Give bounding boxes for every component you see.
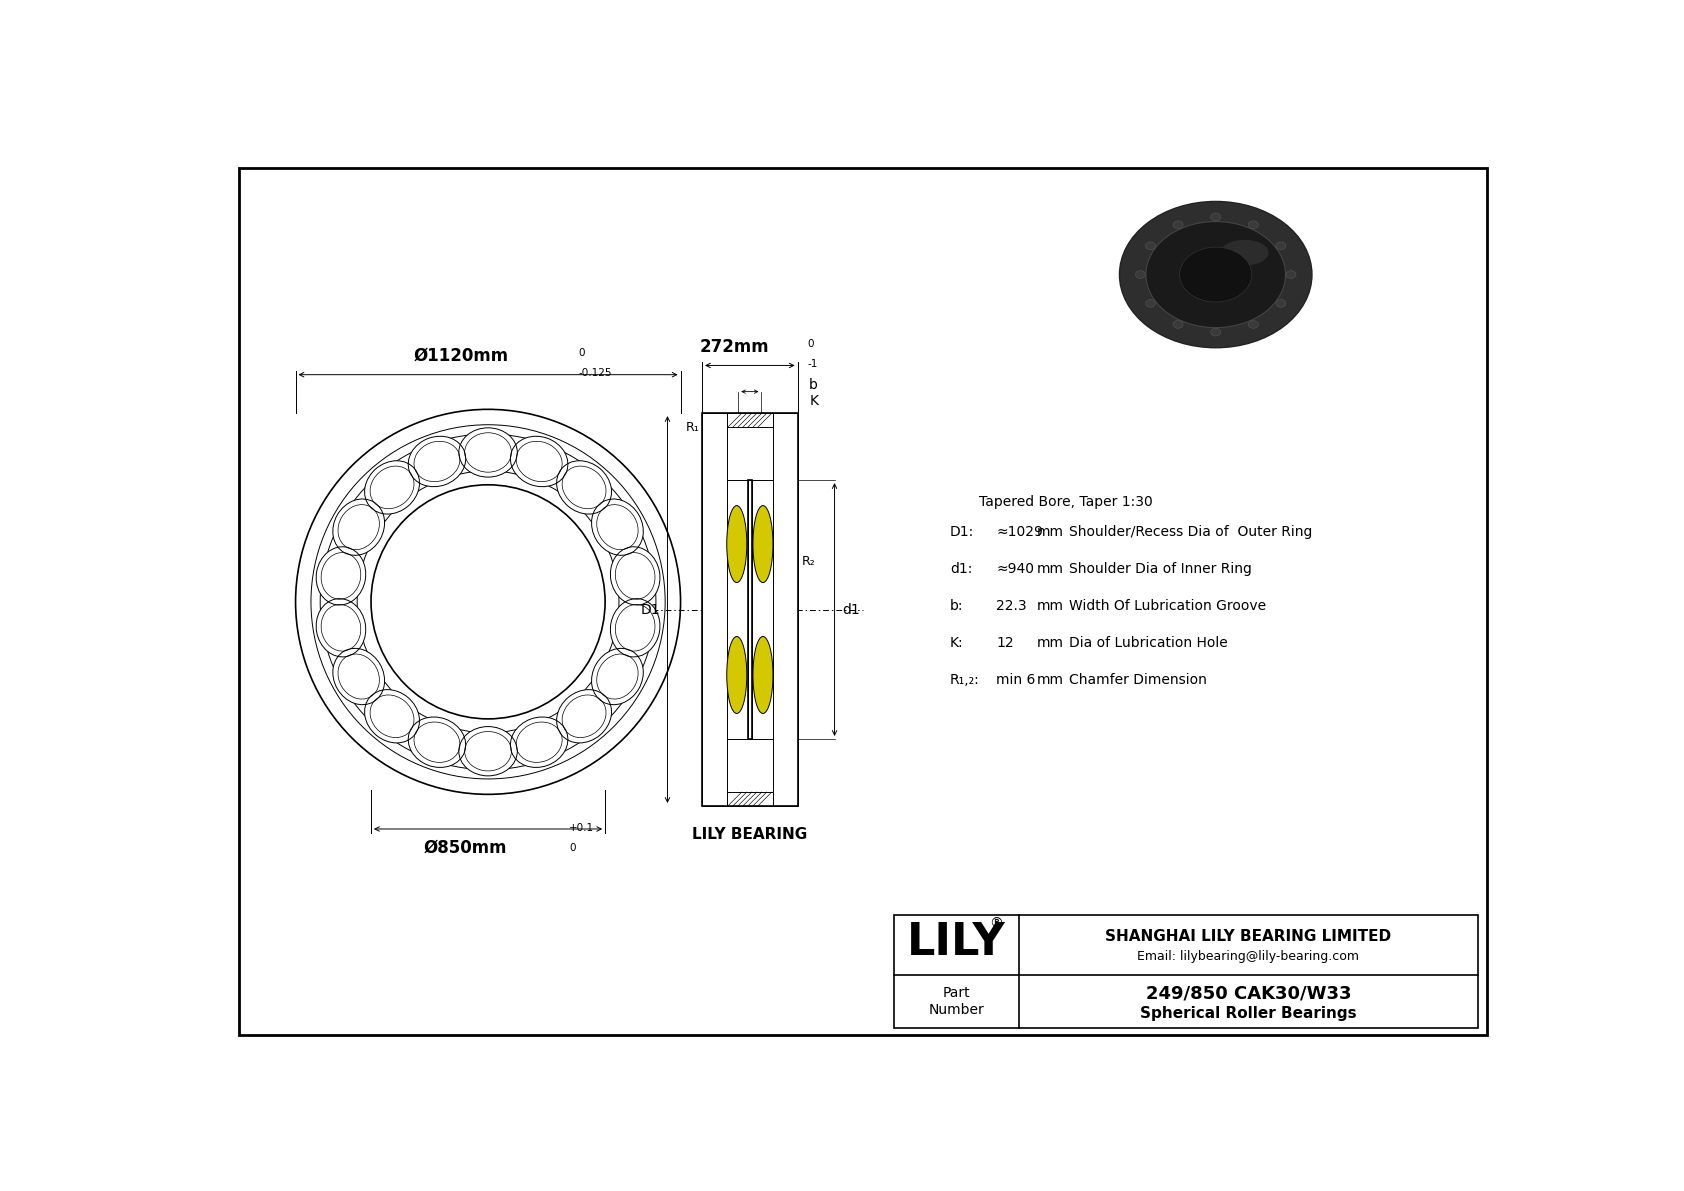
Text: ≈940: ≈940 — [997, 562, 1034, 576]
Text: mm: mm — [1036, 525, 1063, 540]
Text: SHANGHAI LILY BEARING LIMITED: SHANGHAI LILY BEARING LIMITED — [1105, 929, 1391, 944]
Ellipse shape — [1174, 220, 1184, 229]
Text: -0.125: -0.125 — [578, 368, 611, 378]
Ellipse shape — [1276, 242, 1287, 250]
Text: LILY: LILY — [908, 921, 1005, 964]
Text: Email: lilybearing@lily-bearing.com: Email: lilybearing@lily-bearing.com — [1137, 949, 1359, 962]
Ellipse shape — [1248, 320, 1258, 329]
Text: R₁,₂:: R₁,₂: — [950, 673, 980, 687]
Bar — [753, 480, 773, 738]
Text: 22.3: 22.3 — [997, 599, 1027, 613]
Text: 0: 0 — [578, 348, 584, 357]
Text: 0: 0 — [808, 338, 813, 349]
Ellipse shape — [557, 690, 611, 743]
Text: 272mm: 272mm — [699, 338, 770, 356]
Text: b: b — [808, 379, 818, 393]
Text: ≈1029: ≈1029 — [997, 525, 1042, 540]
Ellipse shape — [753, 506, 773, 582]
Ellipse shape — [591, 499, 643, 555]
Text: d1:: d1: — [950, 562, 972, 576]
Bar — [748, 480, 753, 738]
Ellipse shape — [1145, 242, 1155, 250]
Text: Dia of Lubrication Hole: Dia of Lubrication Hole — [1069, 636, 1228, 650]
Ellipse shape — [1120, 201, 1312, 348]
Text: R₁: R₁ — [685, 420, 699, 434]
Bar — [894, 915, 1477, 1028]
Text: D1: D1 — [640, 603, 660, 617]
Ellipse shape — [317, 547, 365, 605]
Text: LILY BEARING: LILY BEARING — [692, 828, 808, 842]
Ellipse shape — [1145, 222, 1285, 328]
Text: mm: mm — [1036, 599, 1063, 613]
Ellipse shape — [408, 717, 466, 767]
Ellipse shape — [458, 428, 517, 478]
Ellipse shape — [610, 599, 660, 657]
Text: Ø1120mm: Ø1120mm — [414, 347, 509, 364]
Ellipse shape — [510, 436, 568, 487]
Ellipse shape — [1276, 299, 1287, 307]
Text: 12: 12 — [997, 636, 1014, 650]
Text: 249/850 CAK30/W33: 249/850 CAK30/W33 — [1145, 985, 1351, 1003]
Bar — [727, 480, 748, 738]
Text: Shoulder Dia of Inner Ring: Shoulder Dia of Inner Ring — [1069, 562, 1253, 576]
Bar — [702, 413, 798, 806]
Bar — [773, 413, 798, 806]
Ellipse shape — [1179, 248, 1251, 303]
Ellipse shape — [1145, 299, 1155, 307]
Ellipse shape — [333, 499, 384, 555]
Text: Shoulder/Recess Dia of  Outer Ring: Shoulder/Recess Dia of Outer Ring — [1069, 525, 1314, 540]
Ellipse shape — [1248, 220, 1258, 229]
Ellipse shape — [1211, 329, 1221, 336]
Ellipse shape — [1287, 270, 1297, 279]
Text: 0: 0 — [569, 843, 576, 853]
Text: K: K — [808, 394, 818, 407]
Text: Spherical Roller Bearings: Spherical Roller Bearings — [1140, 1006, 1357, 1022]
Text: ®: ® — [989, 917, 1002, 930]
Ellipse shape — [510, 717, 568, 767]
Ellipse shape — [1221, 239, 1268, 266]
Ellipse shape — [727, 636, 746, 713]
Text: Part
Number: Part Number — [930, 986, 985, 1017]
Text: Width Of Lubrication Groove: Width Of Lubrication Groove — [1069, 599, 1266, 613]
Bar — [748, 480, 753, 738]
Text: -1: -1 — [808, 360, 818, 369]
Ellipse shape — [370, 485, 605, 719]
Ellipse shape — [333, 648, 384, 705]
Ellipse shape — [753, 636, 773, 713]
Text: b:: b: — [950, 599, 963, 613]
Ellipse shape — [727, 506, 746, 582]
Text: d1: d1 — [842, 603, 861, 617]
Ellipse shape — [1211, 213, 1221, 220]
Ellipse shape — [557, 461, 611, 515]
Text: Tapered Bore, Taper 1:30: Tapered Bore, Taper 1:30 — [978, 495, 1152, 510]
Ellipse shape — [408, 436, 466, 487]
Ellipse shape — [591, 648, 643, 705]
Text: Chamfer Dimension: Chamfer Dimension — [1069, 673, 1207, 687]
Text: min 6: min 6 — [997, 673, 1036, 687]
Ellipse shape — [1174, 320, 1184, 329]
Text: mm: mm — [1036, 673, 1063, 687]
Ellipse shape — [317, 599, 365, 657]
Text: K:: K: — [950, 636, 963, 650]
Text: D1:: D1: — [950, 525, 975, 540]
Text: R₂: R₂ — [802, 555, 817, 568]
Text: +0.1: +0.1 — [569, 823, 594, 833]
Text: mm: mm — [1036, 636, 1063, 650]
Ellipse shape — [365, 461, 419, 515]
Ellipse shape — [365, 690, 419, 743]
Text: Ø850mm: Ø850mm — [423, 838, 507, 858]
Ellipse shape — [458, 727, 517, 775]
Ellipse shape — [610, 547, 660, 605]
Bar — [727, 413, 773, 428]
Text: mm: mm — [1036, 562, 1063, 576]
Bar — [727, 792, 773, 806]
Bar — [702, 413, 727, 806]
Ellipse shape — [1135, 270, 1145, 279]
